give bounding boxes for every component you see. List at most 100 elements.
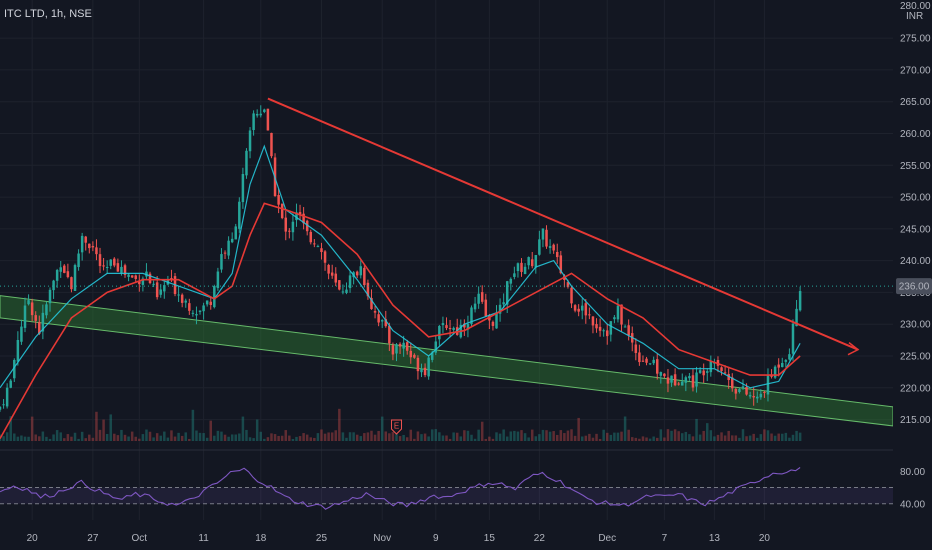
candle-body [63, 265, 66, 273]
trendline-arrowhead [847, 342, 860, 356]
candle-body [320, 248, 323, 253]
trendline [267, 97, 859, 351]
volume-bar [216, 430, 220, 441]
candle-body [180, 294, 184, 303]
candle-body [791, 323, 795, 354]
time-axis: 20 27 Oct 11 18 25 Nov 9 15 22 Dec 7 13 20 [27, 533, 771, 544]
current-price-label: 236.00 [899, 282, 930, 293]
volume-bar [752, 433, 755, 441]
candle-body [759, 393, 763, 398]
x-tick-label: Nov [373, 533, 391, 544]
volume-bar [648, 438, 652, 441]
candle-body [209, 301, 212, 305]
candle-body [602, 330, 605, 332]
volume-bar [248, 437, 252, 441]
volume-bar [134, 436, 137, 441]
candle-body [409, 350, 413, 358]
candle-body [202, 305, 205, 312]
candle-body [305, 220, 309, 232]
volume-bar [659, 429, 663, 441]
candle-body [573, 305, 577, 311]
candle-body [509, 278, 513, 284]
volume-bar [620, 431, 623, 441]
volume-bar [316, 433, 320, 441]
volume-bar [198, 432, 202, 441]
volume-bar [566, 430, 570, 441]
candle-body [302, 213, 305, 224]
volume-bar [420, 434, 423, 441]
volume-bar [9, 416, 12, 441]
volume-bar [334, 430, 338, 441]
volume-bar [255, 419, 259, 441]
volume-bar [202, 433, 205, 441]
x-tick-label: 15 [484, 533, 496, 544]
candle-body [673, 374, 677, 386]
candle-body [495, 312, 498, 329]
candle-body [77, 253, 80, 268]
volume-bar [691, 436, 695, 441]
candle-body [484, 299, 488, 317]
volume-bar [320, 429, 323, 441]
volume-bar [359, 436, 363, 441]
ema-fast-line [0, 144, 801, 389]
candle-body [477, 293, 480, 304]
volume-bars [0, 408, 802, 441]
volume-bar [409, 429, 413, 441]
candle-body [420, 369, 423, 373]
volume-bar [527, 437, 530, 441]
candle-body [609, 321, 613, 335]
candle-body [109, 259, 112, 266]
candle-body [127, 274, 130, 277]
volume-bar [313, 437, 316, 441]
volume-bar [731, 435, 734, 441]
rsi-band-fill [0, 487, 893, 504]
rsi-tick-label: 40.00 [900, 499, 925, 510]
candle-body [659, 372, 663, 376]
volume-bar [498, 433, 502, 441]
volume-bar [302, 433, 305, 441]
candle-body [748, 395, 752, 397]
candle-body [520, 262, 523, 272]
volume-bar [466, 430, 470, 441]
volume-bar [355, 434, 359, 441]
candle-body [366, 282, 370, 297]
volume-bar [280, 435, 284, 441]
candle-body [430, 352, 434, 360]
volume-bar [195, 430, 198, 441]
volume-bar [41, 431, 45, 441]
candle-body [566, 282, 570, 287]
candle-body [706, 371, 709, 373]
candle-body [373, 311, 377, 313]
volume-bar [238, 433, 241, 441]
candle-body [413, 354, 416, 358]
volume-bar [159, 435, 162, 441]
candle-body [638, 352, 641, 363]
y-tick-label: 275.00 [900, 34, 931, 45]
volume-bar [188, 438, 191, 441]
volume-bar [227, 436, 230, 441]
x-tick-label: 20 [27, 533, 39, 544]
volume-bar [448, 438, 452, 441]
y-tick-label: 245.00 [900, 224, 931, 235]
candle-body [138, 280, 141, 285]
volume-bar [391, 431, 395, 441]
candle-body [402, 342, 405, 349]
candle-body [141, 278, 145, 285]
candle-body [463, 323, 466, 328]
candle-body [291, 221, 295, 233]
candle-body [752, 395, 755, 398]
candle-body [605, 330, 609, 337]
candle-body [627, 325, 630, 336]
x-tick-label: 25 [316, 533, 328, 544]
candle-body [170, 278, 173, 280]
candle-body [491, 321, 495, 326]
volume-bar [395, 433, 398, 441]
volume-bar [295, 436, 298, 441]
candle-body [327, 264, 330, 274]
volume-bar [427, 436, 430, 441]
volume-bar [220, 431, 223, 441]
volume-bar [330, 432, 334, 441]
candle-body [423, 367, 427, 376]
volume-bar [370, 430, 373, 441]
